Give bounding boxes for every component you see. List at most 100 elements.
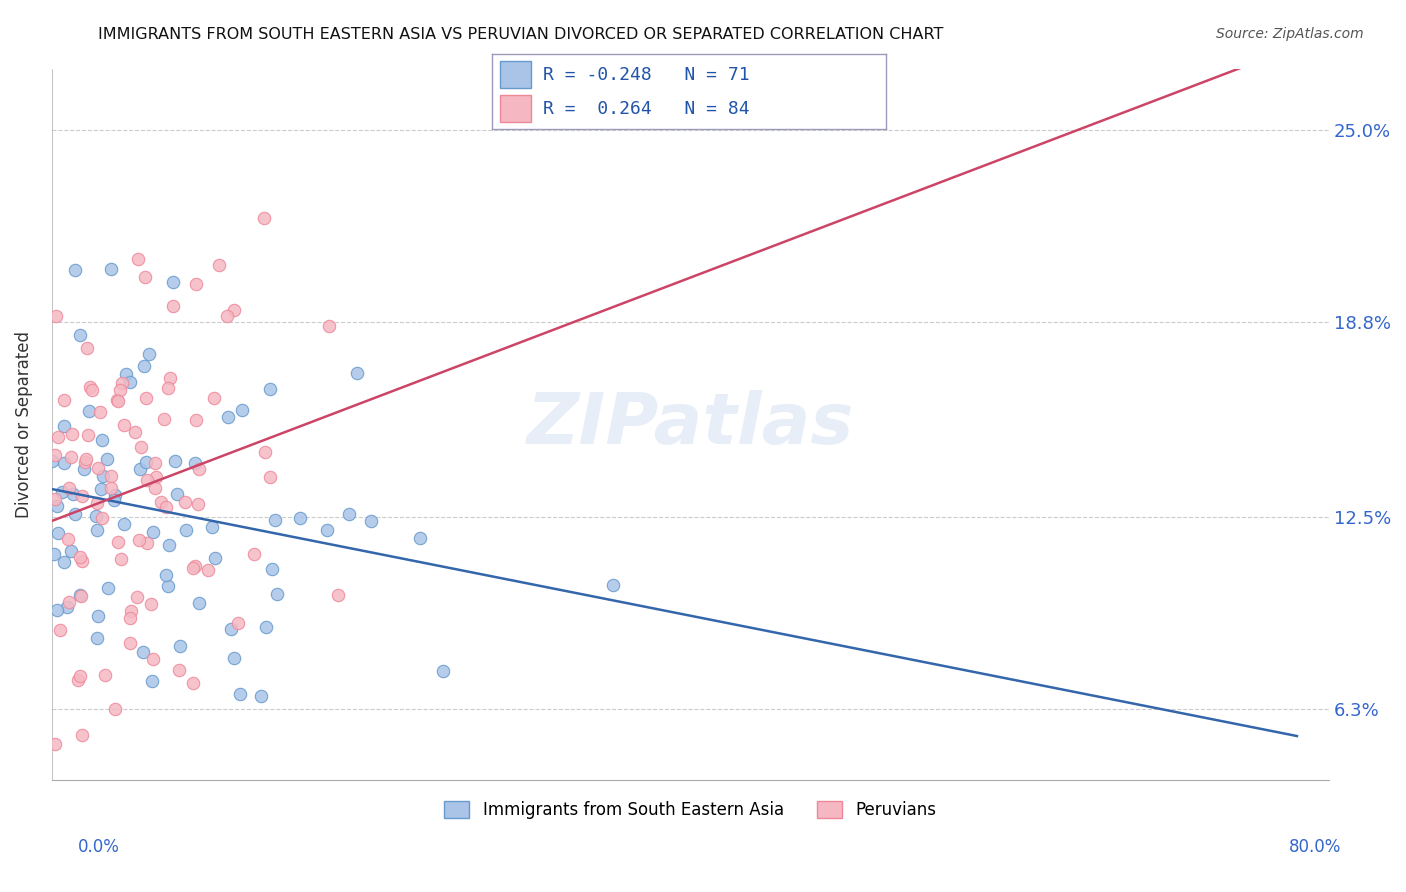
Point bbox=[77, 404, 100, 418]
Point bbox=[58, 595, 80, 609]
Point bbox=[222, 302, 245, 317]
Point bbox=[135, 455, 157, 469]
Point bbox=[204, 550, 226, 565]
Point bbox=[62, 487, 84, 501]
Point bbox=[45, 309, 67, 323]
Point bbox=[249, 690, 271, 704]
Text: Source: ZipAtlas.com: Source: ZipAtlas.com bbox=[1216, 27, 1364, 41]
Point bbox=[169, 639, 191, 653]
Point bbox=[163, 454, 186, 468]
Point bbox=[100, 481, 122, 495]
Point bbox=[86, 523, 108, 537]
Point bbox=[56, 599, 79, 614]
Point bbox=[346, 366, 368, 380]
Point bbox=[44, 737, 66, 751]
Point bbox=[87, 609, 110, 624]
Point bbox=[53, 418, 76, 433]
Point bbox=[156, 579, 179, 593]
Point bbox=[70, 728, 93, 742]
Text: ZIPatlas: ZIPatlas bbox=[527, 390, 853, 458]
FancyBboxPatch shape bbox=[501, 62, 531, 87]
Point bbox=[127, 252, 149, 267]
Point bbox=[86, 496, 108, 510]
Point bbox=[82, 383, 104, 397]
Point bbox=[111, 376, 134, 390]
Point bbox=[315, 523, 337, 537]
Point bbox=[174, 495, 197, 509]
Point bbox=[86, 632, 108, 646]
Point bbox=[115, 367, 138, 381]
Point bbox=[46, 525, 69, 540]
Point bbox=[91, 469, 114, 483]
Point bbox=[318, 319, 340, 334]
Point bbox=[253, 211, 276, 225]
Point bbox=[143, 456, 166, 470]
Point bbox=[157, 381, 180, 395]
Point bbox=[124, 425, 146, 440]
Point bbox=[202, 391, 225, 405]
Point bbox=[41, 454, 63, 468]
Point bbox=[56, 532, 79, 546]
Point bbox=[409, 531, 432, 545]
Point bbox=[104, 488, 127, 502]
Point bbox=[128, 533, 150, 547]
Point bbox=[231, 402, 253, 417]
Point bbox=[184, 456, 207, 470]
Point bbox=[91, 510, 114, 524]
Point bbox=[135, 391, 157, 405]
Point bbox=[110, 552, 132, 566]
Point bbox=[76, 342, 98, 356]
Point bbox=[138, 347, 160, 361]
Point bbox=[52, 456, 75, 470]
Point bbox=[91, 433, 114, 447]
Point bbox=[141, 673, 163, 688]
Point bbox=[51, 484, 73, 499]
Point bbox=[70, 489, 93, 503]
Point bbox=[254, 620, 277, 634]
Point bbox=[73, 462, 96, 476]
Text: IMMIGRANTS FROM SOUTH EASTERN ASIA VS PERUVIAN DIVORCED OR SEPARATED CORRELATION: IMMIGRANTS FROM SOUTH EASTERN ASIA VS PE… bbox=[98, 27, 943, 42]
Y-axis label: Divorced or Separated: Divorced or Separated bbox=[15, 331, 32, 518]
Point bbox=[328, 588, 350, 602]
Text: R =  0.264   N = 84: R = 0.264 N = 84 bbox=[543, 100, 749, 118]
Text: 80.0%: 80.0% bbox=[1288, 838, 1341, 855]
Point bbox=[66, 673, 89, 688]
Point bbox=[197, 563, 219, 577]
Point bbox=[229, 687, 252, 701]
Point bbox=[432, 664, 454, 678]
Point bbox=[49, 624, 72, 638]
Point bbox=[59, 450, 82, 465]
Point bbox=[159, 371, 181, 385]
Point bbox=[187, 497, 209, 511]
Point bbox=[602, 578, 624, 592]
Point bbox=[360, 514, 382, 528]
Text: 0.0%: 0.0% bbox=[77, 838, 120, 855]
Point bbox=[100, 262, 122, 277]
Text: R = -0.248   N = 71: R = -0.248 N = 71 bbox=[543, 66, 749, 84]
Point bbox=[112, 418, 135, 433]
Point bbox=[184, 558, 207, 573]
Point bbox=[100, 468, 122, 483]
Point bbox=[188, 596, 211, 610]
Point bbox=[162, 275, 184, 289]
Point bbox=[260, 562, 283, 576]
Point bbox=[94, 668, 117, 682]
Point bbox=[184, 413, 207, 427]
Point bbox=[155, 567, 177, 582]
Point bbox=[107, 534, 129, 549]
Point bbox=[134, 270, 156, 285]
Point bbox=[97, 581, 120, 595]
Point bbox=[48, 430, 70, 444]
Point bbox=[208, 258, 231, 272]
Point bbox=[162, 299, 184, 313]
Point bbox=[128, 461, 150, 475]
Point bbox=[259, 470, 281, 484]
Point bbox=[266, 586, 288, 600]
Point bbox=[70, 589, 93, 603]
Point bbox=[167, 663, 190, 677]
Point bbox=[69, 588, 91, 602]
Point bbox=[143, 481, 166, 495]
Point bbox=[70, 554, 93, 568]
Point bbox=[131, 440, 153, 454]
Point bbox=[107, 394, 129, 409]
